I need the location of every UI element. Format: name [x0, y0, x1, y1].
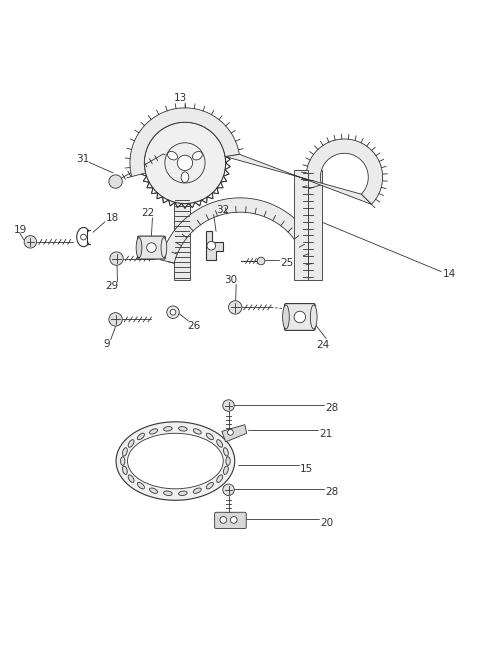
Ellipse shape	[136, 237, 142, 258]
Ellipse shape	[206, 433, 214, 440]
Text: 24: 24	[316, 340, 329, 350]
Ellipse shape	[149, 488, 157, 493]
Circle shape	[257, 257, 265, 265]
Ellipse shape	[217, 475, 223, 482]
Ellipse shape	[137, 482, 144, 489]
Text: 20: 20	[321, 518, 334, 528]
Ellipse shape	[137, 433, 144, 440]
Text: 28: 28	[325, 487, 339, 497]
Ellipse shape	[193, 429, 201, 434]
Ellipse shape	[122, 466, 127, 474]
Ellipse shape	[128, 475, 134, 482]
Ellipse shape	[179, 491, 187, 495]
Polygon shape	[222, 424, 247, 442]
Circle shape	[207, 241, 216, 250]
Polygon shape	[225, 154, 372, 204]
Ellipse shape	[217, 440, 223, 447]
Circle shape	[228, 300, 242, 314]
Ellipse shape	[193, 488, 201, 493]
Polygon shape	[130, 108, 240, 176]
Text: 28: 28	[325, 403, 339, 413]
Text: 30: 30	[224, 275, 237, 285]
Circle shape	[167, 306, 179, 318]
Text: 26: 26	[187, 321, 201, 331]
Circle shape	[144, 122, 226, 203]
Ellipse shape	[161, 237, 167, 258]
Polygon shape	[206, 232, 223, 260]
Text: 13: 13	[174, 93, 187, 103]
Circle shape	[109, 313, 122, 326]
Circle shape	[230, 516, 237, 523]
Circle shape	[223, 400, 234, 411]
FancyBboxPatch shape	[138, 236, 165, 259]
Text: 21: 21	[319, 429, 332, 440]
Ellipse shape	[311, 305, 317, 329]
Circle shape	[110, 252, 123, 265]
Circle shape	[228, 430, 233, 435]
Polygon shape	[306, 139, 383, 204]
Text: 19: 19	[14, 226, 27, 236]
Circle shape	[109, 175, 122, 188]
Circle shape	[220, 516, 227, 523]
Ellipse shape	[120, 457, 125, 465]
FancyBboxPatch shape	[294, 170, 308, 280]
Ellipse shape	[164, 426, 172, 431]
FancyBboxPatch shape	[308, 170, 323, 280]
Circle shape	[294, 311, 306, 323]
Ellipse shape	[192, 152, 203, 160]
Ellipse shape	[168, 152, 178, 160]
Circle shape	[24, 236, 36, 248]
Text: 14: 14	[443, 269, 456, 279]
Ellipse shape	[116, 422, 235, 501]
Ellipse shape	[122, 447, 127, 456]
Ellipse shape	[181, 172, 189, 182]
Text: 29: 29	[105, 281, 119, 291]
Circle shape	[170, 310, 176, 315]
Text: 32: 32	[216, 205, 230, 215]
Text: 9: 9	[104, 339, 110, 349]
Ellipse shape	[128, 434, 223, 489]
Circle shape	[177, 155, 192, 171]
FancyBboxPatch shape	[215, 512, 246, 529]
Polygon shape	[160, 198, 321, 270]
Ellipse shape	[283, 305, 289, 329]
Ellipse shape	[179, 426, 187, 431]
Ellipse shape	[164, 491, 172, 495]
Circle shape	[223, 484, 234, 495]
Text: 18: 18	[106, 213, 119, 223]
Ellipse shape	[224, 466, 228, 474]
Ellipse shape	[206, 482, 214, 489]
FancyBboxPatch shape	[174, 198, 190, 280]
Circle shape	[147, 243, 156, 253]
Text: 25: 25	[281, 258, 294, 268]
Text: 31: 31	[76, 154, 90, 163]
Text: 15: 15	[300, 464, 313, 474]
Ellipse shape	[128, 440, 134, 447]
Text: 22: 22	[141, 208, 154, 218]
Ellipse shape	[224, 447, 228, 456]
FancyBboxPatch shape	[285, 304, 315, 331]
Ellipse shape	[226, 457, 230, 465]
Circle shape	[165, 143, 205, 183]
Ellipse shape	[149, 429, 157, 434]
